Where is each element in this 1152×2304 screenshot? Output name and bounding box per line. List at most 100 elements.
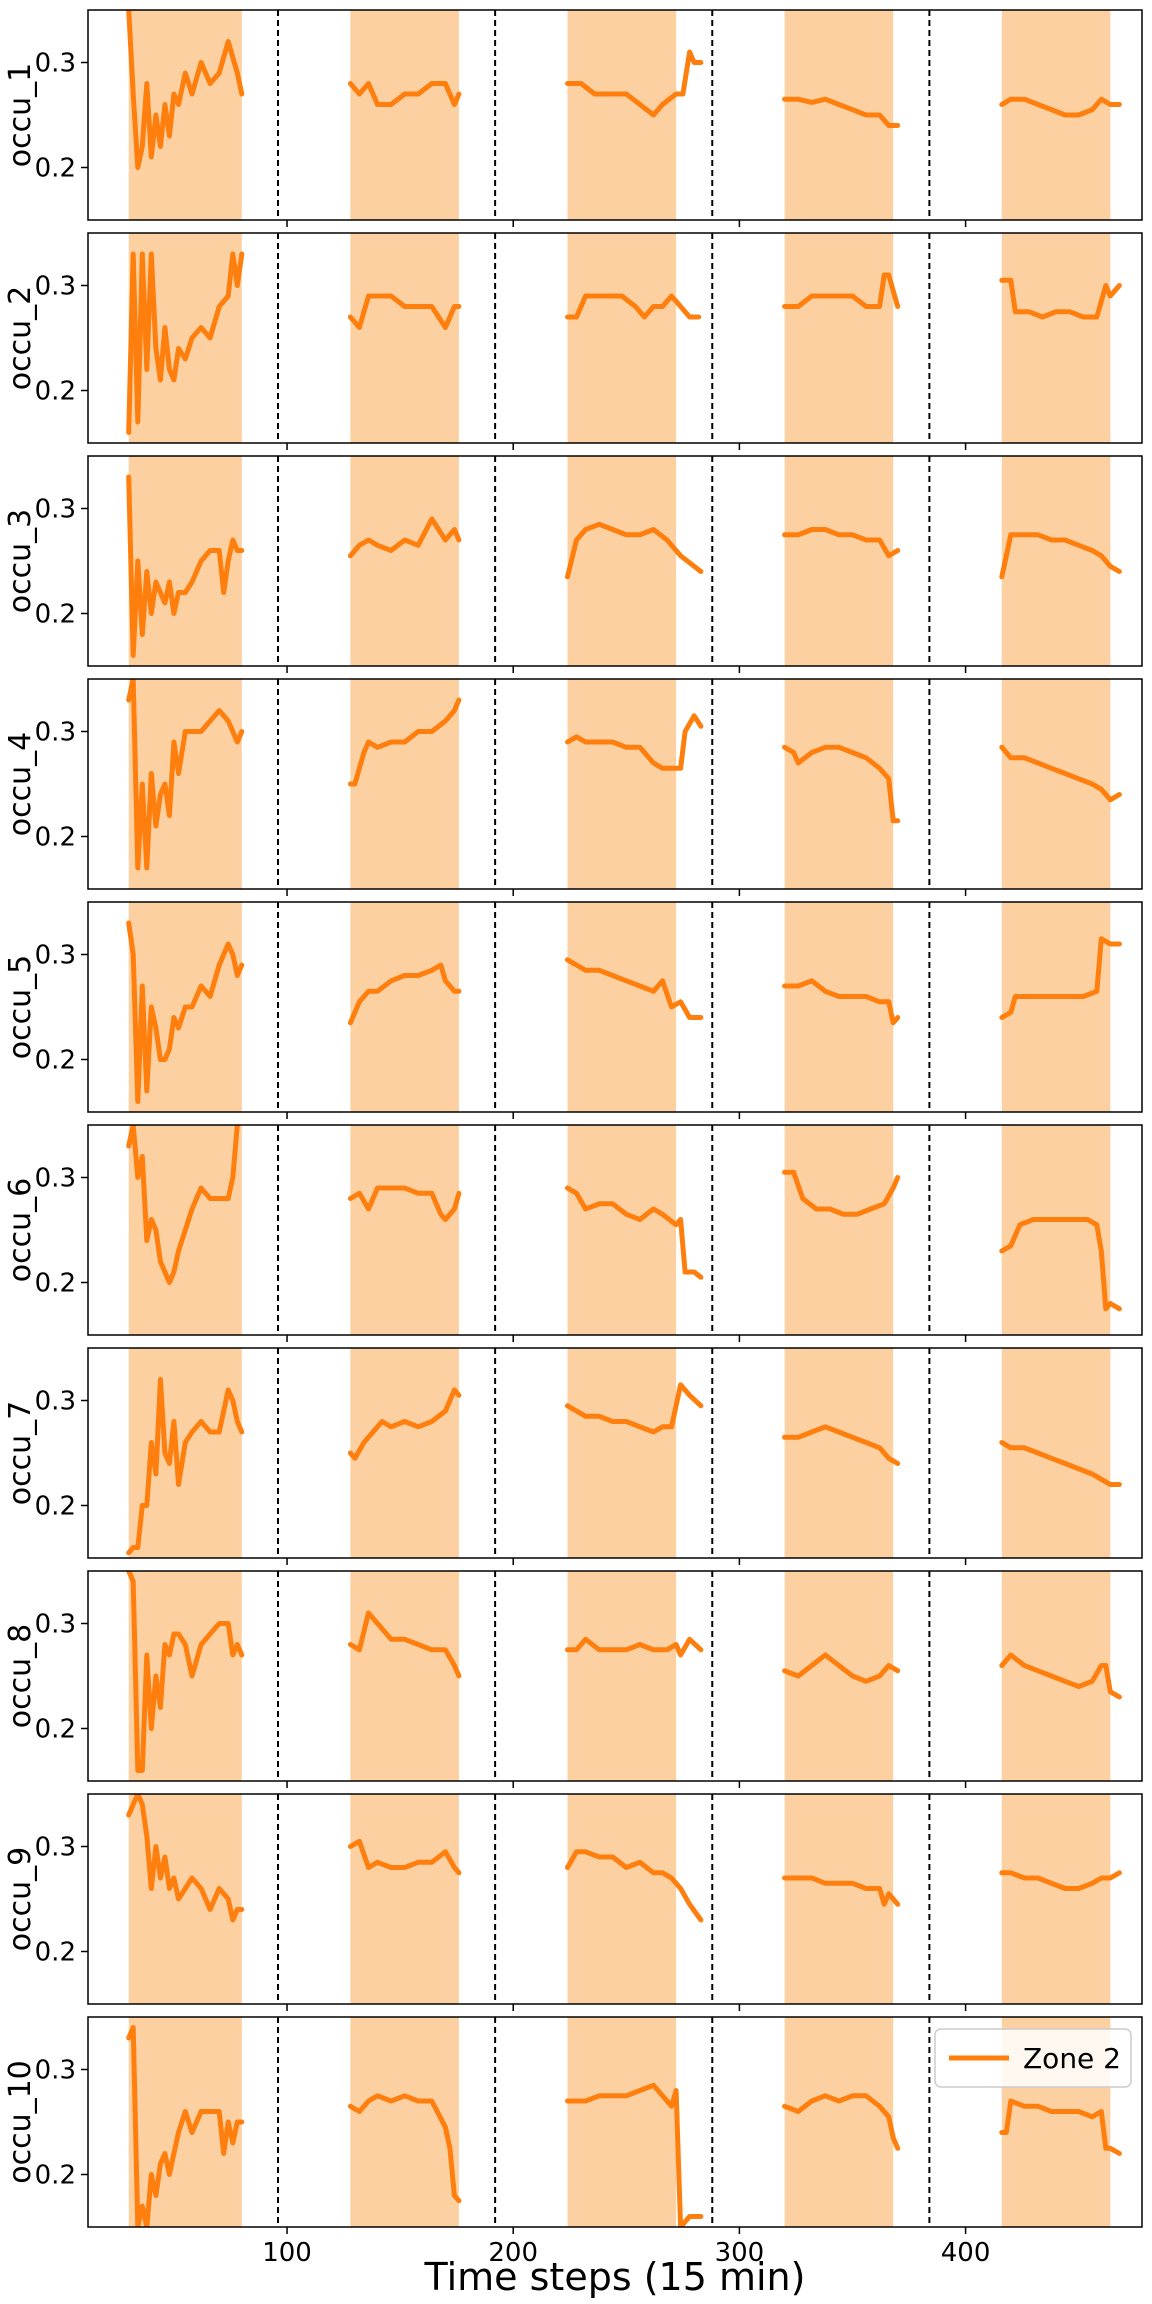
y-axis-label: occu_6 <box>3 1178 38 1282</box>
series-line <box>565 521 704 580</box>
shaded-band <box>784 1794 894 2004</box>
y-axis-label: occu_3 <box>3 509 38 613</box>
series-line <box>347 1610 462 1679</box>
y-tick-label: 0.3 <box>35 49 76 79</box>
legend-box <box>934 2028 1132 2088</box>
y-axis-label: occu_5 <box>3 955 38 1059</box>
shaded-band <box>567 1125 677 1335</box>
series-line <box>999 1217 1122 1312</box>
shaded-band <box>567 1794 677 2004</box>
series-line <box>999 532 1122 580</box>
shaded-band <box>784 679 894 889</box>
series-line <box>999 1652 1122 1700</box>
series-line <box>347 2093 462 2204</box>
series-line <box>999 936 1122 1020</box>
series-line <box>565 2082 704 2227</box>
shaded-band <box>784 2017 894 2227</box>
series-line <box>347 293 462 330</box>
y-tick-label: 0.2 <box>35 823 76 853</box>
y-tick-label: 0.2 <box>35 1269 76 1299</box>
panel-frame <box>87 232 1143 444</box>
shaded-band <box>1001 1348 1111 1558</box>
shaded-band <box>567 10 677 220</box>
shaded-band <box>1001 233 1111 443</box>
shaded-band <box>1001 456 1111 666</box>
series-line <box>565 957 704 1020</box>
series-line <box>126 1125 240 1285</box>
shaded-band <box>784 1125 894 1335</box>
panel-frame <box>87 1347 1143 1559</box>
series-line <box>347 81 462 107</box>
shaded-band <box>784 233 894 443</box>
shaded-band <box>567 2017 677 2227</box>
series-line <box>782 1875 901 1907</box>
series-line <box>347 697 462 787</box>
y-axis-label: occu_1 <box>3 63 38 167</box>
y-tick-label: 0.2 <box>35 2161 76 2191</box>
shaded-band <box>350 1348 459 1558</box>
y-axis-label: occu_9 <box>3 1847 38 1951</box>
shaded-band <box>567 233 677 443</box>
y-tick-label: 0.3 <box>35 941 76 971</box>
series-line <box>126 474 245 658</box>
panel-frame <box>87 9 1143 221</box>
shaded-band <box>350 10 459 220</box>
shaded-band <box>567 679 677 889</box>
shaded-band <box>1001 10 1111 220</box>
y-tick-label: 0.3 <box>35 718 76 748</box>
panel-frame <box>87 1570 1143 1782</box>
shaded-band <box>567 456 677 666</box>
series-line <box>782 2093 901 2151</box>
y-tick-label: 0.2 <box>35 1715 76 1745</box>
series-line <box>126 2025 245 2227</box>
y-tick-label: 0.3 <box>35 1387 76 1417</box>
shaded-band <box>567 1571 677 1781</box>
shaded-band <box>350 233 459 443</box>
y-axis-label: occu_10 <box>3 2060 38 2184</box>
y-axis-label: occu_2 <box>3 286 38 390</box>
y-tick-label: 0.3 <box>35 1610 76 1640</box>
y-tick-label: 0.3 <box>35 1833 76 1863</box>
legend-label: Zone 2 <box>1023 2042 1121 2075</box>
legend: Zone 2 <box>934 2028 1132 2088</box>
series-line <box>782 527 901 559</box>
shaded-band <box>350 1125 459 1335</box>
shaded-band <box>1001 1794 1111 2004</box>
series-line <box>126 1377 245 1556</box>
x-tick-label: 200 <box>488 2238 538 2268</box>
shaded-band <box>567 1348 677 1558</box>
series-line <box>565 1636 704 1658</box>
shaded-band <box>784 902 894 1112</box>
series-line <box>347 1185 462 1222</box>
series-line <box>347 516 462 559</box>
series-line <box>126 10 245 170</box>
shaded-band <box>567 902 677 1112</box>
y-axis-label: occu_8 <box>3 1624 38 1728</box>
panel-frame <box>87 455 1143 667</box>
x-tick-label: 300 <box>715 2238 765 2268</box>
x-tick-label: 400 <box>941 2238 991 2268</box>
series-line <box>782 1652 901 1684</box>
panel-frame <box>87 1793 1143 2005</box>
series-line <box>782 272 901 309</box>
series-line <box>999 744 1122 803</box>
series-line <box>999 2098 1122 2156</box>
shaded-band <box>350 902 459 1112</box>
y-tick-label: 0.3 <box>35 495 76 525</box>
series-line <box>782 978 901 1026</box>
shaded-band <box>350 456 459 666</box>
y-tick-label: 0.3 <box>35 1164 76 1194</box>
y-tick-label: 0.2 <box>35 1938 76 1968</box>
y-tick-label: 0.2 <box>35 600 76 630</box>
series-line <box>565 293 702 320</box>
shaded-band <box>1001 902 1111 1112</box>
panels-layer: 0.20.3occu_10.20.3occu_20.20.3occu_30.20… <box>3 9 1143 2268</box>
shaded-band <box>128 456 242 666</box>
